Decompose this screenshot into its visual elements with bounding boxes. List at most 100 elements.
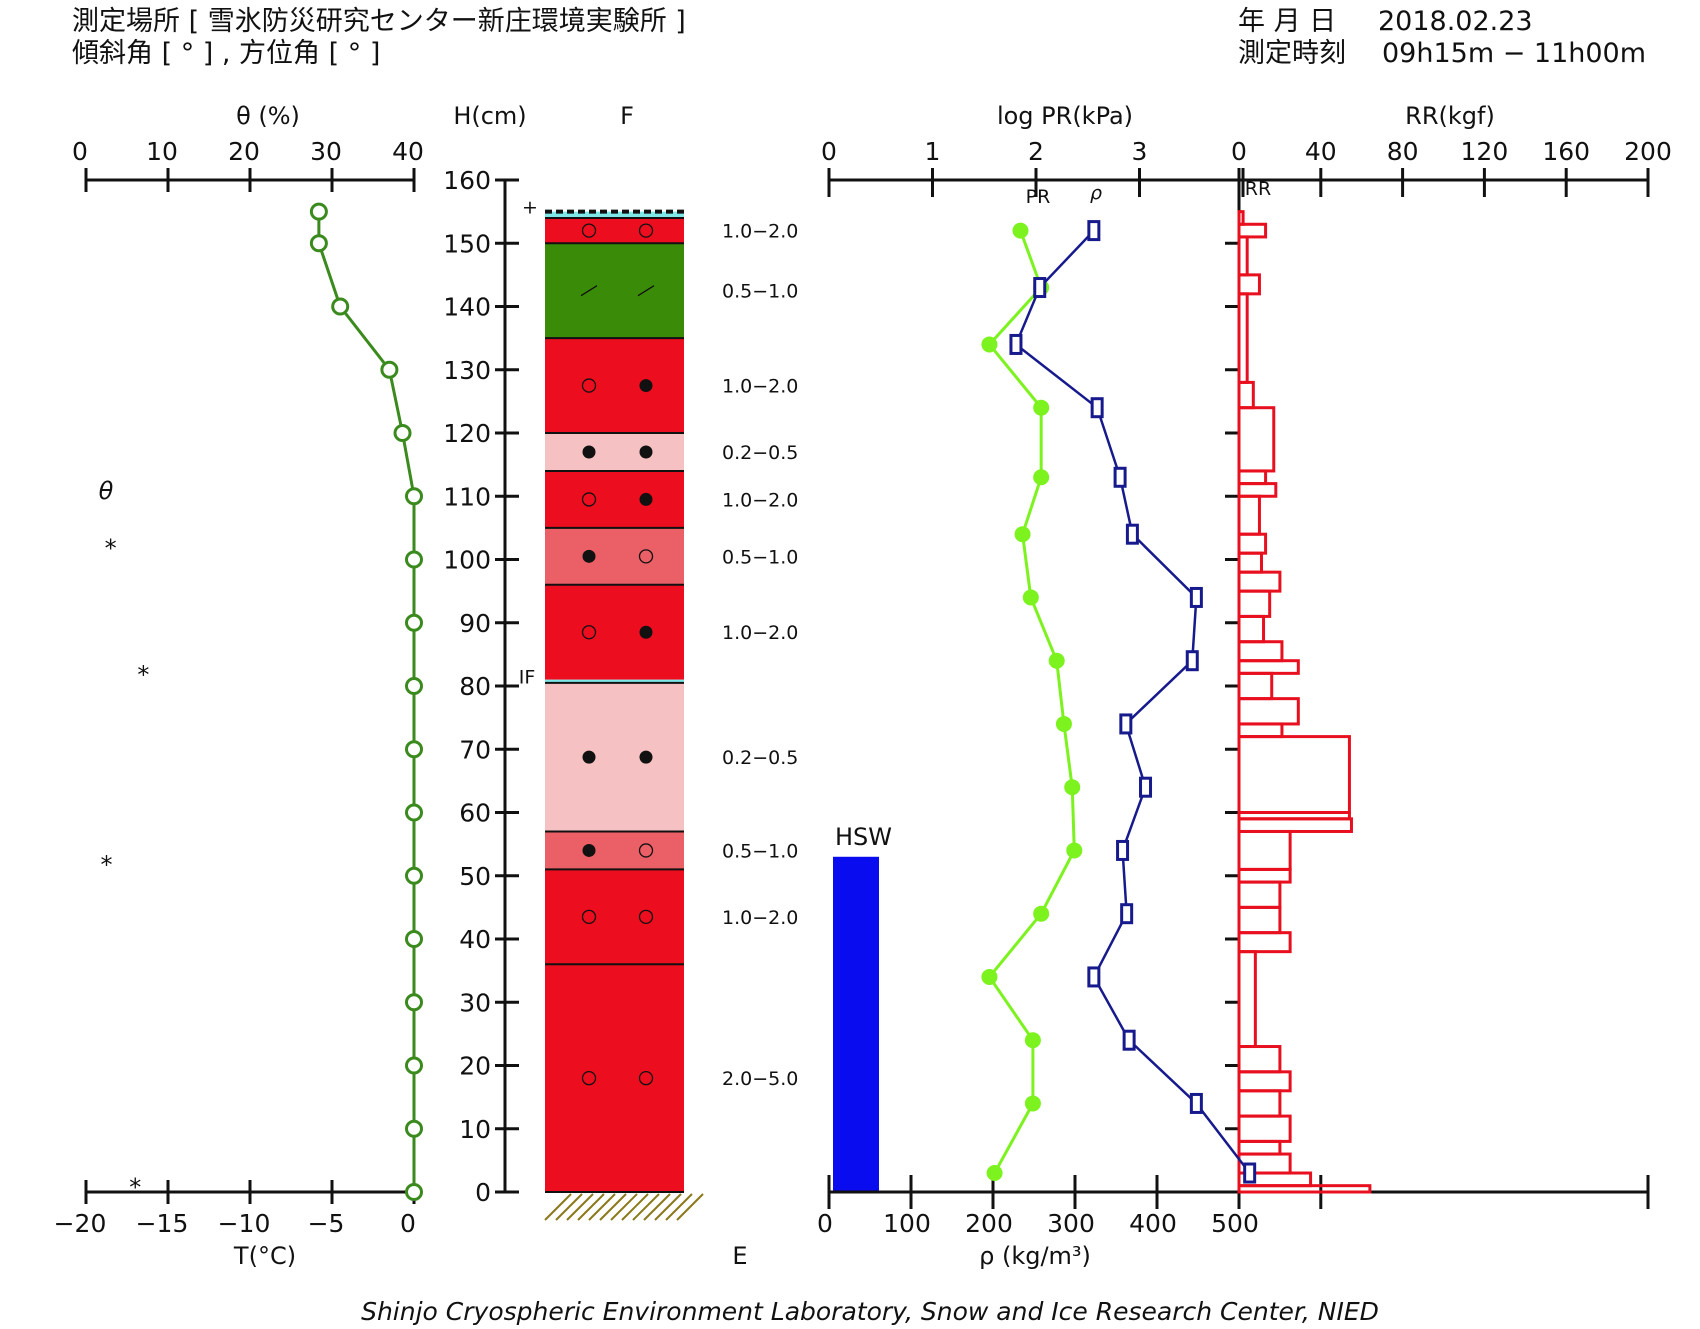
rr-bar [1237, 614, 1266, 644]
ground-hatch [643, 1193, 671, 1221]
height-tick-label: 150 [443, 229, 491, 258]
rr-bar [1237, 469, 1268, 486]
temperature-point [405, 613, 423, 632]
temperature-line [317, 211, 416, 1192]
snow-layer [545, 433, 684, 471]
logpr-tick-label: 3 [1132, 137, 1148, 166]
temperature-point [380, 360, 399, 379]
density-point [1120, 903, 1134, 925]
logpr-tick-label: 2 [1028, 137, 1044, 166]
rr-bar [1237, 671, 1274, 701]
surface-plus-mark: + [522, 197, 538, 219]
snow-layer [545, 679, 684, 683]
temperature-point [405, 677, 423, 695]
ground-hatch [665, 1193, 693, 1221]
snow-layer [545, 217, 684, 244]
grain-size-label: 1.0−2.0 [722, 622, 798, 644]
height-tick-label: 90 [459, 609, 491, 638]
hsw-label: HSW [835, 823, 892, 851]
rr-bar [1237, 1184, 1372, 1194]
snow-layer [545, 338, 684, 433]
grain-solid-circle [639, 492, 653, 506]
snow-layer [545, 831, 684, 870]
density-point [1243, 1162, 1257, 1184]
pr-point [981, 336, 998, 353]
snow-layer [545, 682, 684, 832]
temperature-point [405, 930, 423, 948]
snow-layer [545, 211, 684, 218]
rr-bar [1237, 482, 1278, 498]
grain-solid-circle [639, 750, 653, 764]
pr-point [1064, 779, 1081, 796]
pr-point [1066, 842, 1083, 859]
temp-tick-label: −15 [136, 1209, 189, 1238]
temperature-point [405, 993, 423, 1012]
rr-bar [1237, 867, 1292, 884]
pr-point [1033, 905, 1050, 922]
rr-bar [1237, 950, 1257, 1049]
pr-point [1012, 222, 1029, 239]
pr-point [1033, 399, 1050, 416]
temp-tick-label: −20 [54, 1209, 107, 1238]
height-tick-label: 0 [475, 1178, 491, 1207]
angle-line: 傾斜角 [ ° ] , 方位角 [ ° ] [72, 38, 380, 69]
pr-point [1024, 1032, 1041, 1049]
grain-size-label: 2.0−5.0 [722, 1068, 798, 1090]
rr-bar [1237, 273, 1261, 296]
logpr-axis-title: log PR(kPa) [997, 102, 1133, 130]
density-point [1189, 586, 1203, 608]
temp-tick-label: −10 [218, 1209, 271, 1238]
rr-bar [1237, 210, 1245, 226]
density-point [1122, 1029, 1136, 1051]
snow-layer [545, 470, 684, 528]
temperature-point [405, 550, 423, 569]
time-label: 測定時刻 [1238, 38, 1346, 69]
rr-bar [1237, 406, 1276, 473]
footer-credit: Shinjo Cryospheric Environment Laborator… [361, 1297, 1379, 1326]
density-point [1139, 776, 1153, 798]
rr-bar [1237, 722, 1284, 739]
density-tick-label: 400 [1129, 1209, 1177, 1238]
density-point [1185, 650, 1199, 672]
grain-open-circle [638, 223, 654, 238]
pr-point [1014, 526, 1031, 543]
grain-solid-circle [639, 379, 653, 393]
grain-size-label: 0.2−0.5 [722, 442, 798, 464]
rr-bar [1237, 1139, 1282, 1156]
height-tick-label: 40 [459, 925, 491, 954]
ground-hatch [555, 1193, 583, 1221]
snow-layer [545, 584, 684, 680]
rr-bar [1237, 880, 1282, 909]
height-tick-label: 110 [443, 482, 491, 511]
rr-bar [1237, 551, 1263, 574]
rr-tick-label: 120 [1461, 137, 1509, 166]
temperature-point [393, 424, 412, 442]
grain-size-label: 1.0−2.0 [722, 221, 798, 243]
logpr-tick-label: 1 [925, 137, 941, 166]
rr-bar [1237, 1089, 1282, 1118]
density-point [1125, 523, 1139, 545]
rr-bar [1237, 640, 1284, 663]
grain-size-label: 1.0−2.0 [722, 489, 798, 511]
grain-open-circle [581, 625, 597, 640]
height-axis-title: H(cm) [453, 102, 526, 130]
grain-open-circle [638, 1071, 654, 1086]
density-point [1087, 966, 1101, 988]
density-tick-label: 500 [1211, 1209, 1259, 1238]
pr-point [981, 968, 998, 985]
density-point [1033, 277, 1047, 299]
rr-bar [1237, 829, 1292, 871]
temp-axis-title: T(°C) [233, 1242, 296, 1270]
grain-open-circle [638, 549, 654, 564]
rr-bar [1237, 380, 1255, 410]
grain-open-circle [638, 843, 654, 858]
grain-open-circle [638, 909, 654, 925]
height-tick-label: 140 [443, 293, 491, 322]
height-tick-label: 130 [443, 356, 491, 385]
rr-bar [1237, 905, 1282, 935]
theta-tick-label: 20 [228, 137, 260, 166]
grain-slash [580, 285, 598, 297]
ground-hatch [621, 1193, 649, 1221]
rr-bar [1237, 570, 1282, 593]
